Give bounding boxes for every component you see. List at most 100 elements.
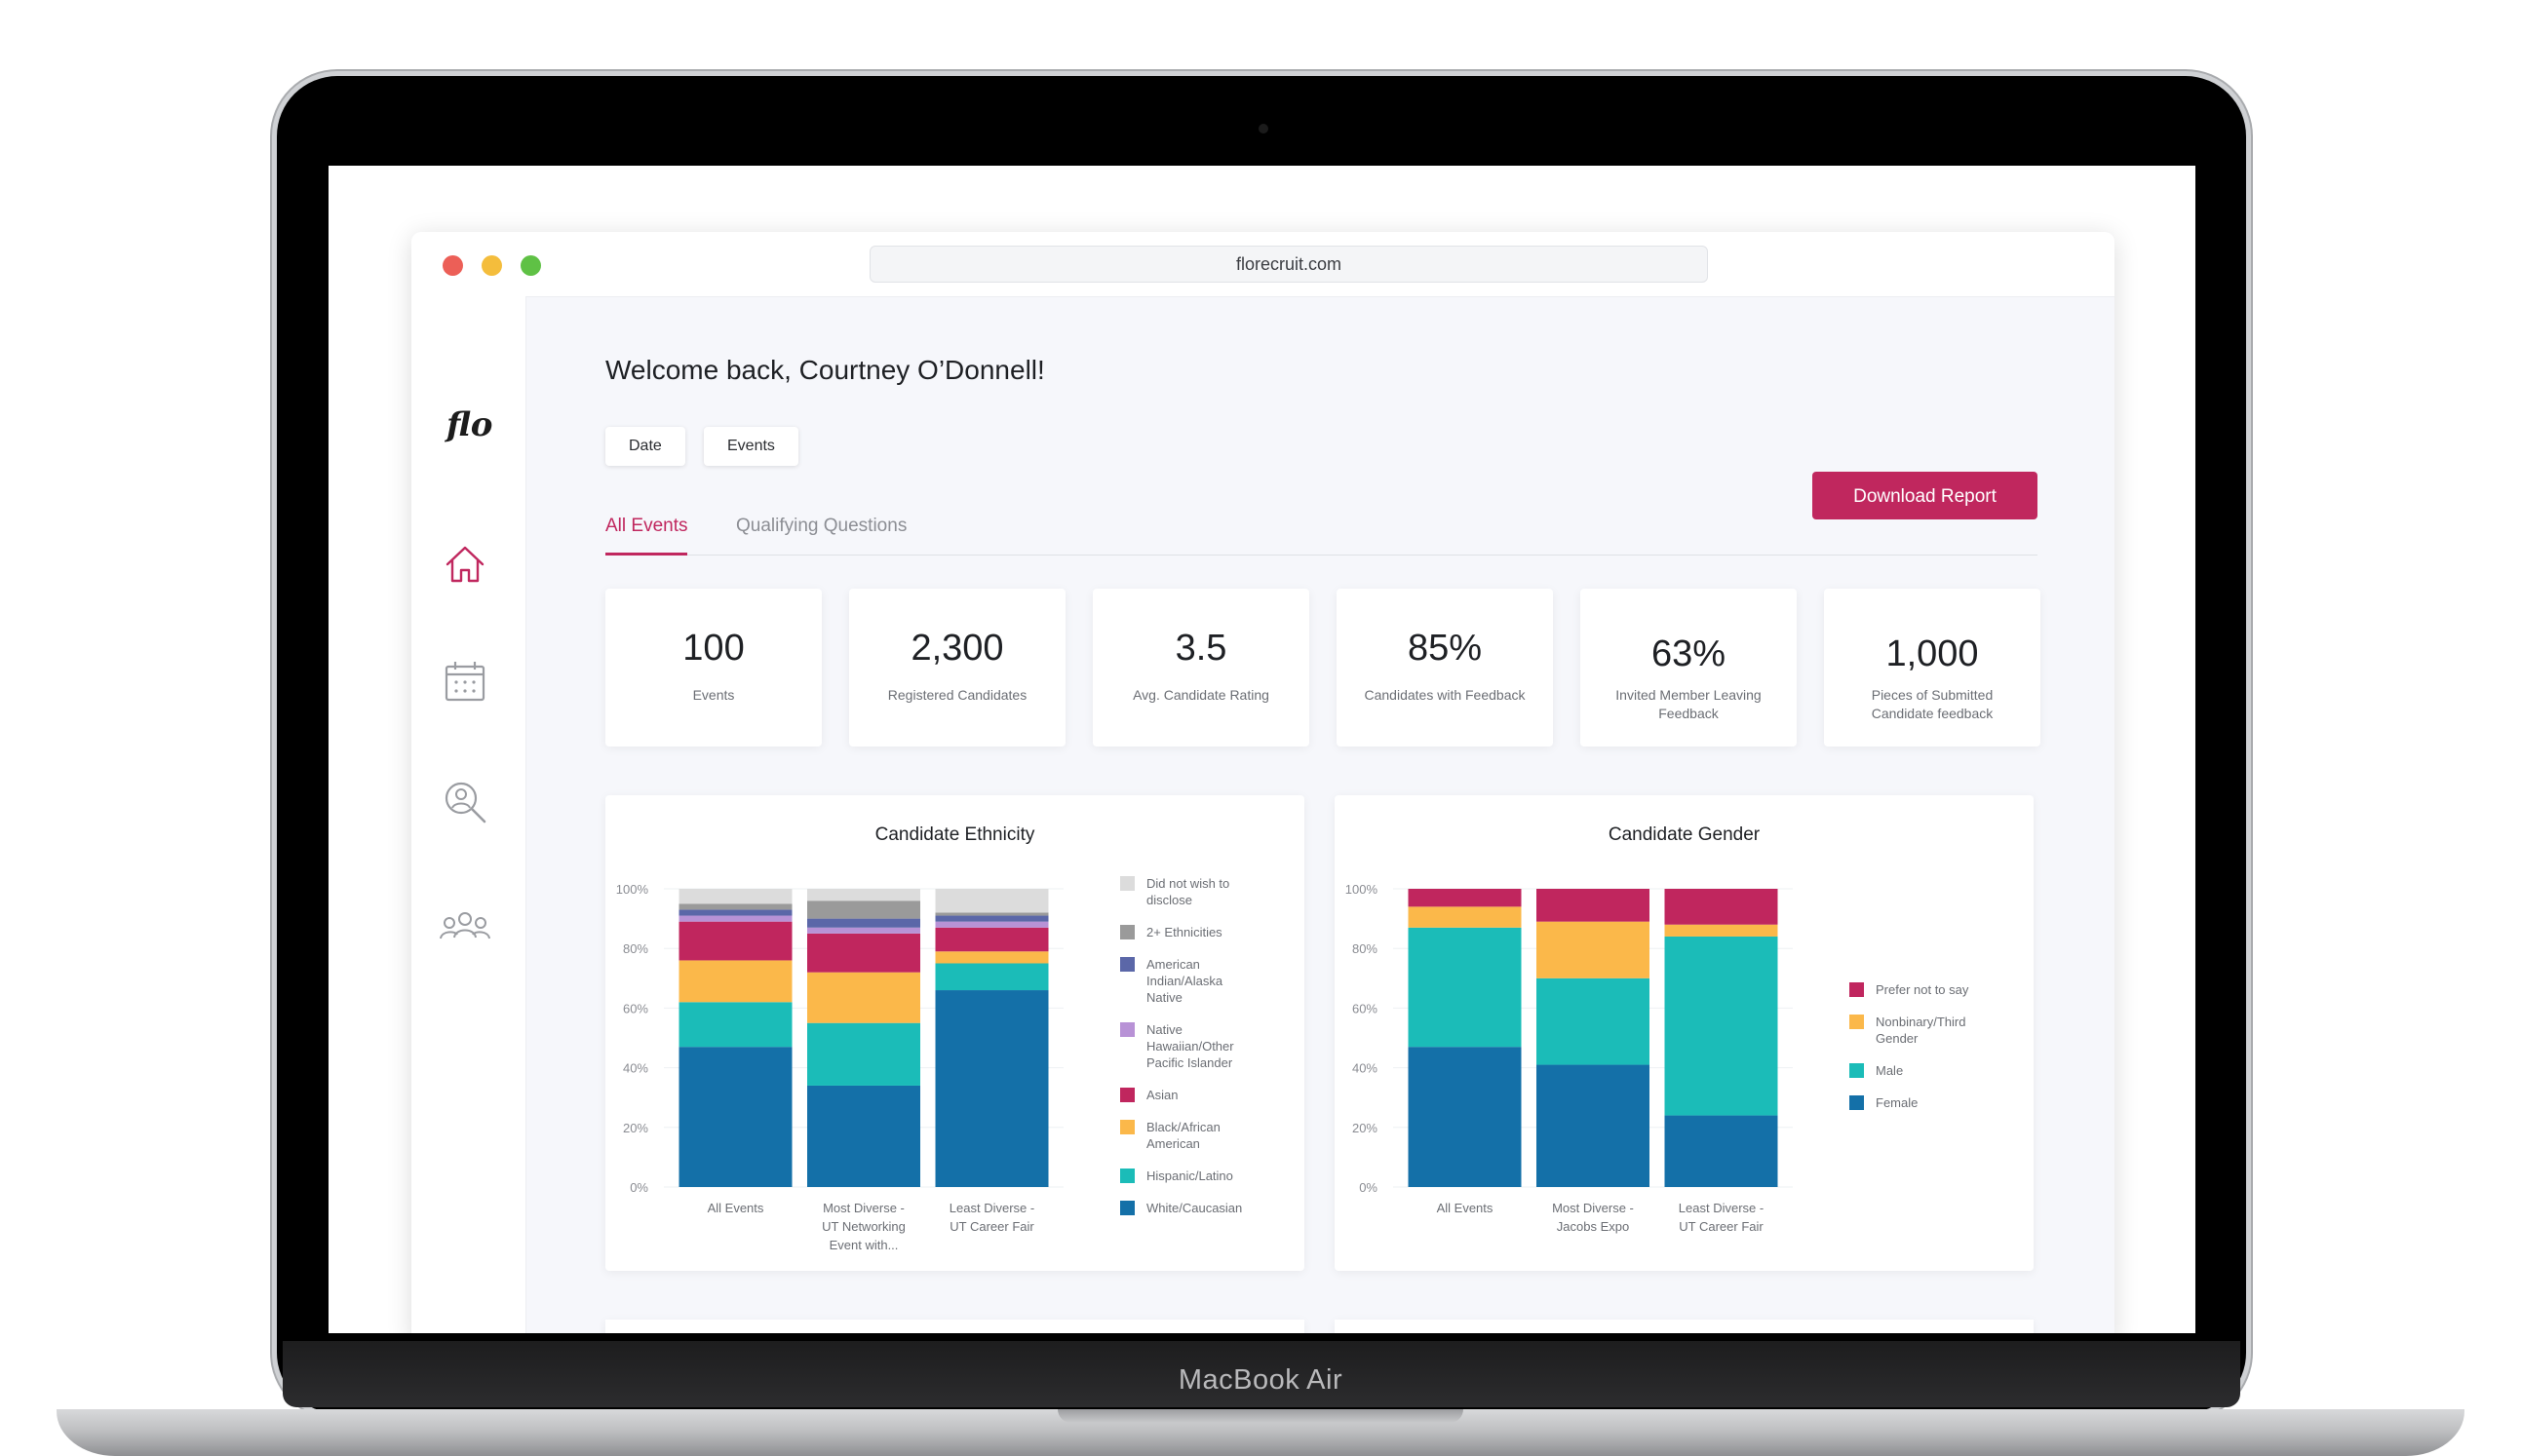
bar-segment bbox=[679, 915, 793, 922]
y-tick-label: 40% bbox=[1352, 1061, 1377, 1076]
bar-segment bbox=[807, 900, 920, 919]
bar-segment bbox=[679, 1002, 793, 1048]
x-tick-label: Least Diverse -UT Career Fair bbox=[950, 1201, 1035, 1234]
legend-swatch bbox=[1120, 957, 1135, 972]
y-tick-label: 100% bbox=[1345, 882, 1378, 897]
stat-value: 1,000 bbox=[1885, 633, 1979, 674]
bar-segment bbox=[935, 915, 1049, 922]
legend-label: Male bbox=[1876, 1063, 1903, 1078]
legend-label: Hispanic/Latino bbox=[1146, 1169, 1233, 1183]
bar-segment bbox=[1664, 1115, 1778, 1187]
tab-bar: All Events Qualifying Questions bbox=[605, 511, 2037, 556]
stat-value: 85% bbox=[1407, 628, 1483, 669]
home-icon[interactable] bbox=[443, 542, 487, 587]
candidate-search-icon[interactable] bbox=[443, 780, 487, 824]
x-tick-label: Most Diverse -UT Networking Event with... bbox=[822, 1201, 906, 1252]
bar-segment bbox=[807, 1022, 920, 1086]
stat-label: Invited Member Leaving Feedback bbox=[1615, 687, 1762, 721]
legend-swatch bbox=[1849, 1015, 1864, 1029]
stat-card-events: 100 Events bbox=[605, 589, 822, 747]
legend-label: Nonbinary/Third Gender bbox=[1876, 1015, 1966, 1046]
stat-card-candidates-with-feedback: 85% Candidates with Feedback bbox=[1337, 589, 1553, 747]
tab-qualifying-questions[interactable]: Qualifying Questions bbox=[736, 516, 908, 536]
minimize-window-button[interactable] bbox=[482, 255, 502, 276]
bar-segment bbox=[679, 960, 793, 1003]
legend-label: Native Hawaiian/Other Pacific Islander bbox=[1146, 1022, 1234, 1070]
stat-label: Candidates with Feedback bbox=[1364, 687, 1526, 703]
bar-segment bbox=[1536, 977, 1649, 1065]
maximize-window-button[interactable] bbox=[521, 255, 541, 276]
bar-segment bbox=[935, 889, 1049, 913]
gender-chart-card: Candidate Gender 0% 20% 40% 60% 80% 100% All E… bbox=[1335, 795, 2034, 1271]
legend-swatch bbox=[1849, 982, 1864, 997]
legend-label: Black/African American bbox=[1146, 1120, 1221, 1151]
bar-segment bbox=[807, 889, 920, 901]
y-tick-label: 20% bbox=[623, 1121, 648, 1135]
legend-swatch bbox=[1120, 1201, 1135, 1215]
screen: florecruit.com flo bbox=[329, 166, 2195, 1333]
bar-segment bbox=[1536, 889, 1649, 922]
bar-segment bbox=[807, 933, 920, 973]
stat-value: 100 bbox=[682, 628, 745, 669]
bar-segment bbox=[1664, 936, 1778, 1116]
next-card-peek bbox=[1335, 1320, 2034, 1333]
bar-segment bbox=[1408, 906, 1522, 928]
legend-label: American Indian/Alaska Native bbox=[1146, 957, 1223, 1005]
legend-swatch bbox=[1120, 1022, 1135, 1037]
bar-segment bbox=[1408, 1047, 1522, 1187]
bar-segment bbox=[679, 889, 793, 904]
bar-segment bbox=[679, 909, 793, 916]
close-window-button[interactable] bbox=[443, 255, 463, 276]
stat-value: 3.5 bbox=[1175, 628, 1227, 669]
stat-card-invited-member-feedback: 63% Invited Member Leaving Feedback bbox=[1580, 589, 1797, 747]
bar-segment bbox=[807, 1085, 920, 1187]
legend-swatch bbox=[1849, 1063, 1864, 1078]
stat-label: Events bbox=[692, 687, 735, 703]
x-tick-label: Most Diverse -Jacobs Expo bbox=[1552, 1201, 1634, 1234]
next-card-peek bbox=[605, 1320, 1304, 1333]
laptop-chin bbox=[283, 1341, 2240, 1407]
bar-segment bbox=[935, 951, 1049, 964]
bar-segment bbox=[807, 927, 920, 934]
bar-segment bbox=[679, 921, 793, 961]
events-filter-button[interactable]: Events bbox=[704, 427, 798, 466]
bar-segment bbox=[935, 921, 1049, 928]
address-bar[interactable]: florecruit.com bbox=[870, 246, 1708, 283]
bar-segment bbox=[1408, 889, 1522, 907]
browser-titlebar: florecruit.com bbox=[411, 232, 2114, 297]
x-tick-label: All Events bbox=[708, 1201, 764, 1215]
bar-segment bbox=[1408, 927, 1522, 1048]
stat-card-registered-candidates: 2,300 Registered Candidates bbox=[849, 589, 1066, 747]
bar-segment bbox=[935, 963, 1049, 991]
tab-all-events[interactable]: All Events bbox=[605, 511, 688, 556]
y-tick-label: 60% bbox=[623, 1001, 648, 1015]
gender-chart: 0% 20% 40% 60% 80% 100% All Events Most Diverse… bbox=[1345, 882, 1969, 1234]
legend-swatch bbox=[1120, 876, 1135, 891]
bar-segment bbox=[1536, 921, 1649, 978]
legend-label: White/Caucasian bbox=[1146, 1201, 1242, 1215]
download-report-button[interactable]: Download Report bbox=[1812, 472, 2037, 519]
browser-window: florecruit.com flo bbox=[411, 232, 2114, 1333]
camera-icon bbox=[1259, 124, 1268, 134]
stat-value: 63% bbox=[1650, 633, 1726, 674]
legend-label: 2+ Ethnicities bbox=[1146, 925, 1222, 939]
y-tick-label: 0% bbox=[630, 1180, 648, 1195]
date-filter-button[interactable]: Date bbox=[605, 427, 685, 466]
stat-label: Avg. Candidate Rating bbox=[1133, 687, 1269, 703]
chart-title: Candidate Gender bbox=[1608, 824, 1761, 845]
chart-title: Candidate Ethnicity bbox=[874, 824, 1035, 845]
calendar-icon[interactable] bbox=[443, 659, 487, 704]
legend-swatch bbox=[1120, 1169, 1135, 1183]
bar-segment bbox=[935, 912, 1049, 916]
welcome-heading: Welcome back, Courtney O’Donnell! bbox=[605, 355, 1045, 385]
y-tick-label: 100% bbox=[616, 882, 649, 897]
legend-swatch bbox=[1120, 925, 1135, 939]
device-label: MacBook Air bbox=[1178, 1364, 1343, 1396]
bar-segment bbox=[679, 903, 793, 910]
legend-swatch bbox=[1120, 1088, 1135, 1102]
stat-label: Pieces of Submitted Candidate feedback bbox=[1871, 687, 1994, 721]
legend-swatch bbox=[1849, 1095, 1864, 1110]
app-logo[interactable]: flo bbox=[446, 405, 493, 444]
team-icon[interactable] bbox=[438, 904, 492, 949]
y-tick-label: 80% bbox=[1352, 941, 1377, 956]
